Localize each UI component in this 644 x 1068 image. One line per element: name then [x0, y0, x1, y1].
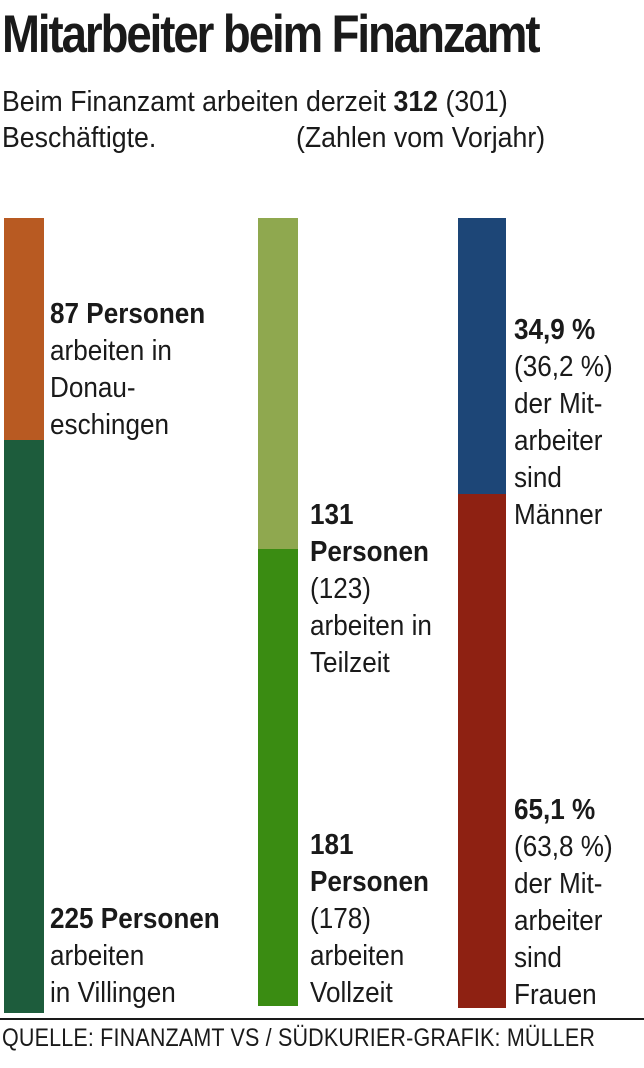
label-line: arbeiten	[310, 940, 405, 972]
label-line: arbeiter	[514, 905, 603, 937]
label-heading: 34,9 %	[514, 314, 596, 346]
subtitle-note: (Zahlen vom Vorjahr)	[296, 122, 546, 154]
label-line: Teilzeit	[310, 647, 390, 679]
label-line: arbeiten in	[50, 335, 172, 367]
total-previous: (301)	[445, 86, 508, 118]
subtitle-line-2: Beschäftigte.	[2, 122, 157, 154]
label-heading: Personen	[310, 866, 429, 898]
label-line: der Mit-	[514, 868, 603, 900]
label-line: eschingen	[50, 409, 169, 441]
label-line: (63,8 %)	[514, 831, 613, 863]
label-heading: 225 Personen	[50, 903, 220, 935]
label-line: arbeiten in	[310, 610, 432, 642]
label-line: Vollzeit	[310, 977, 393, 1009]
bar-2-segment-1	[258, 218, 298, 549]
subtitle-line-1: Beim Finanzamt arbeiten derzeit 312 (301…	[2, 88, 508, 117]
bar-3-segment-2	[458, 493, 506, 1008]
bar-1-segment-1-label: 87 Personen arbeiten in Donau-eschingen	[50, 296, 205, 444]
label-heading: 87 Personen	[50, 298, 206, 330]
chart-title: Mitarbeiter beim Finanzamt	[2, 5, 541, 64]
bar-3-segment-1-label: 34,9 % (36,2 %) der Mit-arbeiter sind Männer	[514, 312, 613, 534]
bar-1-segment-2	[4, 439, 44, 1013]
label-line: (123)	[310, 573, 371, 605]
bar-2-segment-2-label: 181 Personen (178) arbeiten Vollzeit	[310, 827, 429, 1012]
source-divider	[0, 1018, 644, 1020]
bar-1-segment-1	[4, 218, 44, 440]
label-line: Männer	[514, 499, 603, 531]
label-line: arbeiten	[50, 940, 145, 972]
bar-2-segment-1-label: 131 Personen (123) arbeiten in Teilzeit	[310, 497, 432, 682]
bar-1-segment-2-label: 225 Personen arbeiten in Villingen	[50, 901, 220, 1012]
label-line: der Mit-	[514, 388, 603, 420]
label-heading: Personen	[310, 536, 429, 568]
label-line: sind	[514, 942, 562, 974]
label-line: (178)	[310, 903, 371, 935]
label-line: arbeiter	[514, 425, 603, 457]
label-heading: 131	[310, 499, 354, 531]
label-heading: 65,1 %	[514, 794, 596, 826]
label-line: sind	[514, 462, 562, 494]
total-count: 312	[393, 86, 439, 118]
label-line: in Villingen	[50, 977, 176, 1009]
bar-3-segment-2-label: 65,1 % (63,8 %) der Mit-arbeiter sind Frauen	[514, 792, 613, 1014]
label-heading: 181	[310, 829, 354, 861]
label-line: Frauen	[514, 979, 597, 1011]
label-line: (36,2 %)	[514, 351, 613, 383]
subtitle-prefix: Beim Finanzamt arbeiten derzeit	[2, 86, 387, 118]
bar-2-segment-2	[258, 548, 298, 1006]
bar-3-segment-1	[458, 218, 506, 494]
source-credit: QUELLE: FINANZAMT VS / SÜDKURIER-GRAFIK:…	[2, 1024, 596, 1052]
label-line: Donau-	[50, 372, 136, 404]
